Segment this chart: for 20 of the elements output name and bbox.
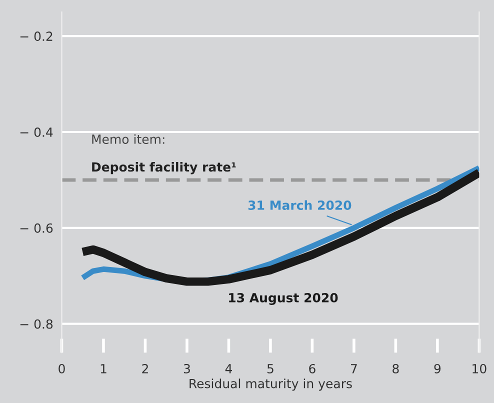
x-tick-label: 1 <box>100 364 106 374</box>
x-tick-label: 4 <box>225 364 232 374</box>
y-tick-label: − 0.4 <box>20 127 53 137</box>
x-tick-label: 2 <box>142 364 148 374</box>
x-tick-label: 7 <box>351 364 357 374</box>
x-tick-label: 5 <box>267 364 274 374</box>
series-label: 31 March 2020 <box>248 200 352 210</box>
y-tick-label: − 0.2 <box>20 32 52 41</box>
x-tick-label: 8 <box>392 364 399 374</box>
x-tick-label: 9 <box>434 364 441 374</box>
x-tick-label: 6 <box>309 364 316 374</box>
x-tick-label: 10 <box>472 364 486 374</box>
annotation: Memo item: <box>92 134 164 144</box>
ref-line-label: Deposit facility rate¹ <box>92 162 236 174</box>
x-axis-title: Residual maturity in years <box>190 378 352 391</box>
series-label: 13 August 2020 <box>229 292 338 305</box>
x-tick-label: 0 <box>58 364 65 374</box>
x-tick-label: 3 <box>184 364 190 374</box>
y-tick-label: − 0.8 <box>20 319 53 329</box>
y-tick-label: − 0.6 <box>20 223 53 233</box>
